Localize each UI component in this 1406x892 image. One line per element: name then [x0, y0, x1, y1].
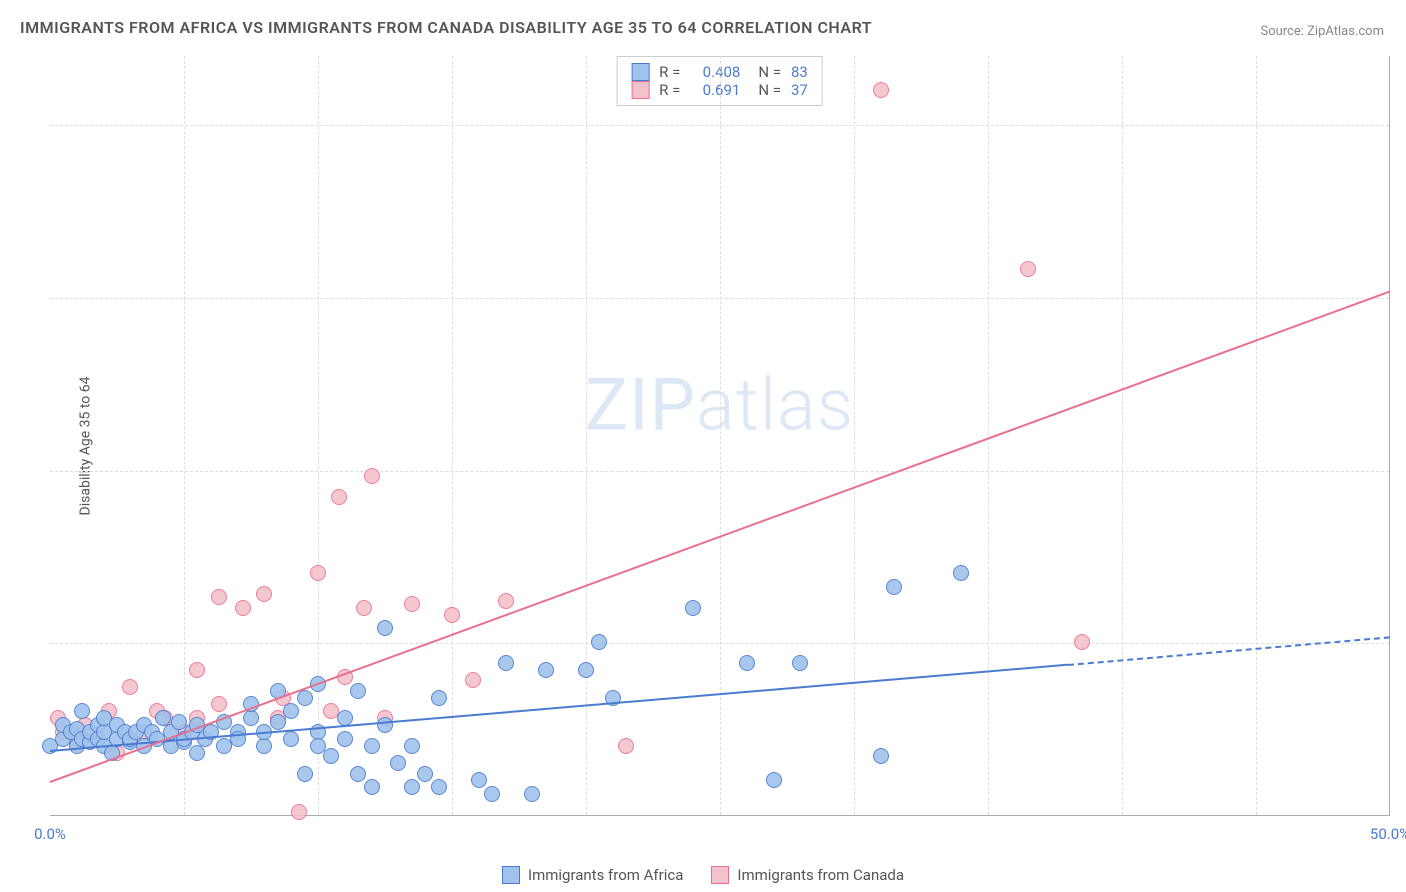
data-point-canada: [444, 607, 460, 623]
legend-label-canada: Immigrants from Canada: [737, 866, 904, 884]
data-point-canada: [211, 696, 227, 712]
y-tick-label: 50.0%: [1399, 462, 1406, 480]
gridline-vertical: [720, 56, 721, 815]
y-tick-label: 25.0%: [1399, 634, 1406, 652]
data-point-africa: [74, 703, 90, 719]
data-point-africa: [498, 655, 514, 671]
data-point-canada: [1074, 634, 1090, 650]
data-point-canada: [331, 489, 347, 505]
data-point-africa: [685, 600, 701, 616]
gridline-vertical: [184, 56, 185, 815]
data-point-canada: [189, 662, 205, 678]
n-label: N =: [758, 81, 781, 99]
x-tick-label: 50.0%: [1370, 825, 1406, 843]
x-tick-label: 0.0%: [34, 825, 66, 843]
r-label: R =: [659, 63, 680, 81]
r-label: R =: [659, 81, 680, 99]
data-point-canada: [211, 589, 227, 605]
data-point-canada: [364, 468, 380, 484]
data-point-africa: [189, 745, 205, 761]
data-point-africa: [404, 779, 420, 795]
data-point-africa: [766, 772, 782, 788]
r-value-africa: 0.408: [690, 63, 740, 81]
n-label: N =: [758, 63, 781, 81]
y-tick-label: 75.0%: [1399, 289, 1406, 307]
data-point-canada: [618, 738, 634, 754]
data-point-africa: [431, 779, 447, 795]
data-point-africa: [297, 766, 313, 782]
data-point-africa: [417, 766, 433, 782]
plot-area: ZIPatlas R = 0.408 N = 83 R = 0.691 N = …: [50, 56, 1390, 816]
data-point-canada: [465, 672, 481, 688]
y-tick-label: 100.0%: [1399, 116, 1406, 134]
data-point-canada: [235, 600, 251, 616]
data-point-africa: [364, 738, 380, 754]
gridline-vertical: [318, 56, 319, 815]
data-point-africa: [364, 779, 380, 795]
data-point-africa: [377, 620, 393, 636]
data-point-canada: [122, 679, 138, 695]
n-value-africa: 83: [791, 63, 808, 81]
watermark-bold: ZIP: [585, 363, 696, 448]
legend-label-africa: Immigrants from Africa: [528, 866, 683, 884]
data-point-africa: [377, 717, 393, 733]
data-point-africa: [792, 655, 808, 671]
legend-item-africa: Immigrants from Africa: [502, 866, 683, 884]
data-point-africa: [953, 565, 969, 581]
swatch-canada: [711, 866, 729, 884]
data-point-africa: [283, 703, 299, 719]
swatch-canada: [631, 81, 649, 99]
data-point-africa: [350, 766, 366, 782]
data-point-africa: [538, 662, 554, 678]
data-point-africa: [323, 748, 339, 764]
data-point-africa: [886, 579, 902, 595]
data-point-africa: [578, 662, 594, 678]
r-value-canada: 0.691: [690, 81, 740, 99]
swatch-africa: [631, 63, 649, 81]
data-point-africa: [404, 738, 420, 754]
data-point-africa: [283, 731, 299, 747]
swatch-africa: [502, 866, 520, 884]
n-value-canada: 37: [791, 81, 808, 99]
data-point-africa: [243, 710, 259, 726]
gridline-vertical: [1256, 56, 1257, 815]
data-point-africa: [739, 655, 755, 671]
data-point-africa: [270, 714, 286, 730]
chart-title: IMMIGRANTS FROM AFRICA VS IMMIGRANTS FRO…: [20, 18, 872, 37]
series-legend: Immigrants from Africa Immigrants from C…: [502, 866, 904, 884]
source-attribution: Source: ZipAtlas.com: [1260, 24, 1384, 39]
gridline-vertical: [1122, 56, 1123, 815]
data-point-canada: [404, 596, 420, 612]
data-point-canada: [873, 82, 889, 98]
data-point-canada: [356, 600, 372, 616]
data-point-africa: [337, 731, 353, 747]
data-point-africa: [297, 690, 313, 706]
data-point-canada: [498, 593, 514, 609]
gridline-vertical: [452, 56, 453, 815]
data-point-africa: [431, 690, 447, 706]
data-point-canada: [310, 565, 326, 581]
data-point-africa: [591, 634, 607, 650]
trend-line-africa-dashed: [1068, 636, 1390, 666]
data-point-africa: [350, 683, 366, 699]
data-point-canada: [291, 804, 307, 820]
data-point-africa: [873, 748, 889, 764]
gridline-vertical: [854, 56, 855, 815]
gridline-vertical: [988, 56, 989, 815]
data-point-africa: [390, 755, 406, 771]
legend-item-canada: Immigrants from Canada: [711, 866, 904, 884]
data-point-canada: [1020, 261, 1036, 277]
gridline-vertical: [586, 56, 587, 815]
data-point-africa: [524, 786, 540, 802]
data-point-africa: [484, 786, 500, 802]
data-point-africa: [471, 772, 487, 788]
data-point-canada: [256, 586, 272, 602]
data-point-africa: [256, 738, 272, 754]
